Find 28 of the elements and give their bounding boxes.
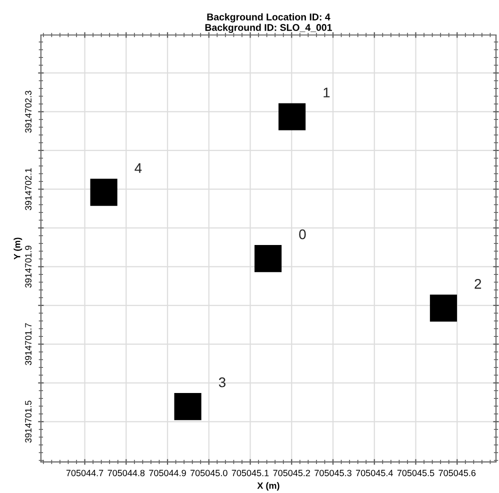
x-tick-label: 705045.4 (356, 470, 393, 476)
annotation: 3 (218, 377, 226, 388)
x-tick-label: 705045.6 (438, 470, 476, 476)
point (430, 294, 457, 322)
chart-title: Background Location ID: 4 Background ID: SLO_4_001 (205, 13, 332, 33)
x-tick-label: 705045.5 (397, 470, 434, 476)
point (90, 178, 118, 206)
point (278, 103, 306, 130)
x-tick-label: 705045.0 (190, 470, 228, 476)
point (174, 393, 202, 420)
annotation: 2 (474, 278, 482, 289)
point (254, 245, 282, 272)
annotation: 0 (299, 229, 306, 240)
x-tick-label: 705044.9 (149, 470, 186, 476)
y-tick-label: 3914702.3 (25, 90, 32, 133)
y-tick-label: 3914701.9 (25, 246, 32, 288)
y-axis-title: Y (m) (14, 238, 22, 260)
x-axis-title: X (m) (257, 482, 280, 491)
annotation: 1 (324, 88, 330, 98)
y-tick-label: 3914701.5 (25, 400, 32, 443)
annotation: 4 (134, 163, 142, 173)
x-tick-label: 705045.3 (314, 470, 352, 476)
x-tick-label: 705045.2 (273, 470, 310, 476)
x-tick-label: 705044.7 (66, 470, 104, 476)
y-tick-label: 3914701.7 (25, 323, 32, 366)
y-tick-label: 3914702.1 (25, 168, 32, 210)
x-tick-label: 705045.1 (232, 470, 269, 476)
x-tick-label: 705044.8 (108, 470, 145, 476)
